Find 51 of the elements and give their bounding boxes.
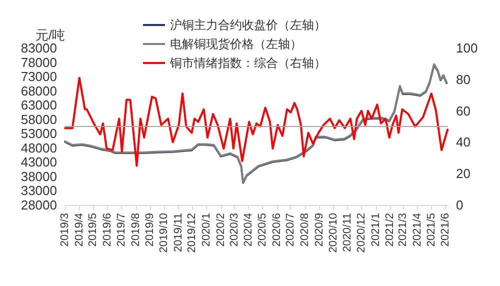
y2-tick-label: 80 (456, 72, 470, 87)
y-tick-label: 33000 (20, 183, 57, 198)
x-tick-label: 2020/5 (256, 213, 269, 247)
x-tick-label: 2020/9 (313, 213, 326, 247)
y-tick-label: 58000 (20, 112, 57, 127)
x-tick-label: 2019/9 (144, 213, 156, 247)
legend-label: 沪铜主力合约收盘价（左轴） (170, 18, 326, 32)
x-tick-label: 2019/7 (115, 213, 128, 247)
x-tick-label: 2021/3 (397, 213, 410, 247)
x-tick-label: 2021/5 (425, 213, 438, 247)
x-tick-label: 2020/12 (356, 213, 368, 253)
line-series (64, 76, 449, 167)
x-tick-label: 2020/6 (270, 213, 283, 247)
x-tick-label: 2019/5 (87, 213, 100, 247)
x-tick-label: 2019/8 (130, 213, 142, 247)
y2-tick-label: 20 (456, 166, 470, 182)
y2-tick-label: 60 (456, 103, 470, 118)
x-tick-label: 2019/3 (59, 213, 71, 247)
y-tick-label: 53000 (20, 126, 57, 142)
x-tick-label: 2021/4 (411, 213, 424, 247)
x-tick-label: 2019/12 (186, 213, 198, 253)
y-axis-title: 元/吨 (35, 28, 65, 43)
y-tick-label: 78000 (20, 54, 57, 70)
x-tick-label: 2019/4 (73, 213, 86, 247)
y2-tick-label: 100 (456, 40, 478, 56)
x-tick-label: 2021/6 (440, 213, 452, 247)
x-tick-label: 2020/3 (228, 213, 240, 247)
y-tick-label: 68000 (20, 83, 57, 98)
legend-label: 铜市情绪指数：综合（右轴） (169, 56, 326, 70)
x-tick-label: 2019/11 (172, 213, 184, 252)
x-tick-label: 2020/2 (214, 213, 227, 247)
x-tick-label: 2021/1 (370, 213, 382, 247)
y2-tick-label: 40 (456, 134, 470, 150)
y-tick-label: 63000 (20, 98, 57, 113)
x-tick-label: 2019/6 (102, 213, 114, 247)
x-tick-label: 2019/10 (158, 213, 170, 253)
y-tick-label: 28000 (20, 198, 57, 212)
x-tick-label: 2020/8 (299, 213, 312, 247)
y-tick-label: 73000 (20, 69, 57, 84)
legend-label: 电解铜现货价格（左轴） (170, 37, 302, 51)
y-tick-label: 38000 (20, 168, 57, 184)
x-tick-label: 2020/10 (327, 213, 340, 253)
x-tick-label: 2020/11 (342, 213, 354, 252)
y2-tick-label: 0 (456, 198, 464, 212)
y-tick-label: 43000 (20, 154, 57, 170)
x-tick-label: 2020/1 (200, 213, 213, 247)
y-tick-label: 83000 (20, 40, 57, 56)
y-tick-label: 48000 (20, 140, 57, 156)
x-tick-label: 2020/7 (284, 213, 297, 247)
x-tick-label: 2021/2 (384, 213, 396, 247)
x-tick-label: 2020/4 (242, 213, 255, 247)
